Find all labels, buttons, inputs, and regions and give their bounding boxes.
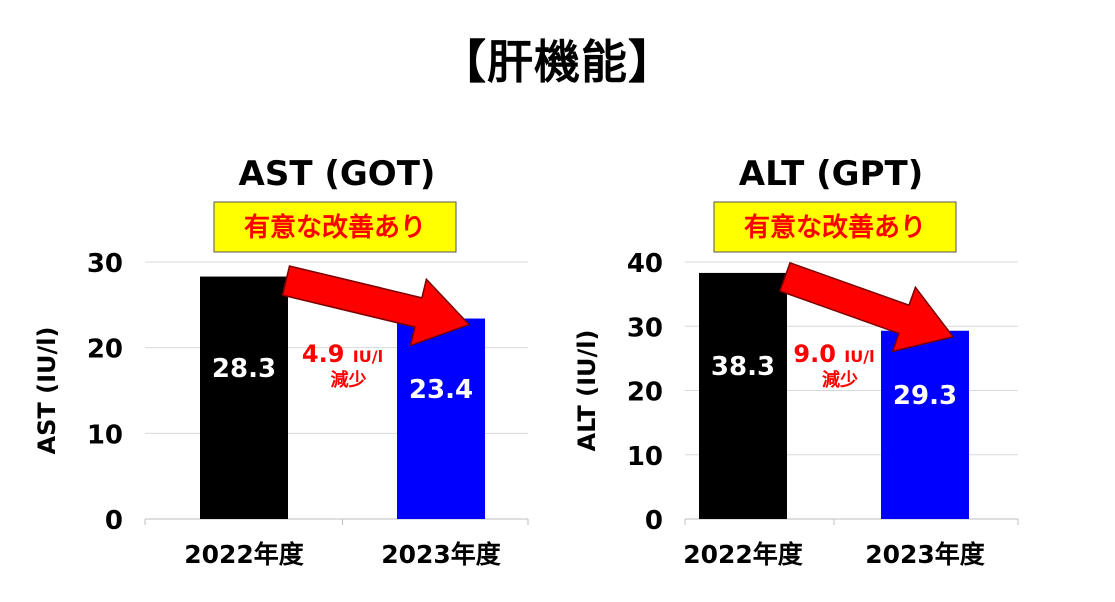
y-tick-label: 0: [105, 506, 123, 536]
x-tick-label: 2023年度: [865, 540, 985, 569]
alt-chart: ALT (GPT) 0 10 20 30 40 ALT (IU/l) 38.3 2022年度 29…: [573, 154, 1019, 569]
y-tick-label: 10: [87, 420, 123, 450]
significance-badge-text: 有意な改善あり: [244, 212, 426, 243]
x-tick-label: 2023年度: [381, 540, 501, 569]
y-tick-label: 20: [87, 335, 123, 365]
significance-badge-text: 有意な改善あり: [744, 212, 926, 243]
reduction-annotation: 9.0 IU/l: [793, 340, 874, 368]
reduction-unit: IU/l: [353, 347, 383, 366]
page-title: 【肝機能】: [440, 35, 675, 89]
y-tick-label: 30: [87, 249, 123, 279]
y-tick-label: 30: [627, 313, 663, 343]
bar-value-label: 29.3: [893, 381, 957, 411]
reduction-word: 減少: [822, 369, 858, 391]
bar-value-label: 38.3: [711, 352, 775, 382]
y-axis-label: ALT (IU/l): [573, 330, 601, 452]
reduction-word: 減少: [331, 369, 367, 391]
decrease-arrow: [281, 265, 471, 347]
ast-chart: AST (GOT) 0 10 20 30 AST (IU/l) 28.3 2022年度 23.4…: [33, 154, 529, 569]
bar-value-label: 23.4: [409, 375, 473, 405]
reduction-value: 9.0: [793, 340, 844, 368]
x-tick-label: 2022年度: [683, 540, 803, 569]
chart-title: AST (GOT): [239, 154, 436, 194]
reduction-annotation: 4.9 IU/l: [302, 340, 383, 368]
significance-badge: [213, 201, 457, 253]
y-tick-label: 40: [627, 249, 663, 279]
bar-2023年度: [397, 318, 485, 519]
bar-2022年度: [200, 276, 288, 519]
y-tick-label: 20: [627, 378, 663, 408]
bar-2022年度: [699, 272, 787, 519]
reduction-unit: IU/l: [844, 347, 874, 366]
y-axis-label: AST (IU/l): [33, 327, 61, 455]
y-tick-label: 10: [627, 442, 663, 472]
bar-value-label: 28.3: [212, 354, 276, 384]
significance-badge: [713, 201, 957, 253]
decrease-arrow: [779, 261, 955, 353]
x-tick-label: 2022年度: [184, 540, 304, 569]
y-tick-label: 0: [645, 506, 663, 536]
bar-2023年度: [881, 330, 969, 519]
chart-title: ALT (GPT): [739, 154, 923, 194]
reduction-value: 4.9: [302, 340, 353, 368]
